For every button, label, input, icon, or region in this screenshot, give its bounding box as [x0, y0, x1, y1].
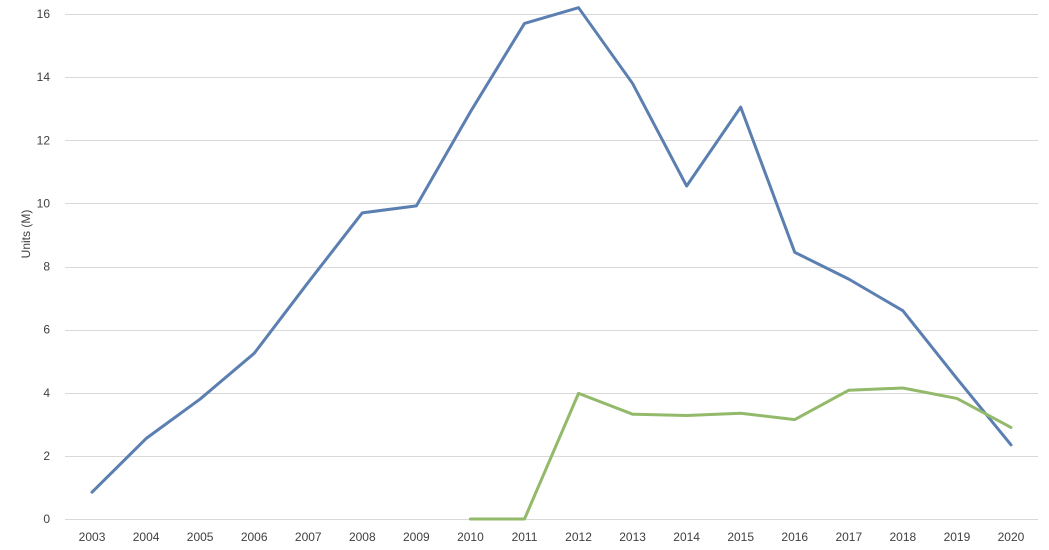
- x-tick-label: 2013: [619, 530, 646, 544]
- y-tick-label: 16: [37, 7, 51, 21]
- x-tick-label: 2015: [727, 530, 754, 544]
- x-tick-label: 2008: [349, 530, 376, 544]
- x-tick-label: 2020: [998, 530, 1025, 544]
- x-tick-label: 2007: [295, 530, 322, 544]
- x-tick-label: 2018: [890, 530, 917, 544]
- y-tick-label: 12: [37, 133, 51, 147]
- x-axis: 2003 2004 2005 2006 2007 2008 2009 2010 2011 2012…: [79, 530, 1025, 544]
- x-tick-label: 2019: [944, 530, 971, 544]
- y-tick-label: 8: [43, 260, 50, 274]
- x-tick-label: 2009: [403, 530, 430, 544]
- y-axis-title: Units (M): [19, 210, 33, 259]
- x-tick-label: 2014: [673, 530, 700, 544]
- x-tick-label: 2016: [781, 530, 808, 544]
- x-tick-label: 2010: [457, 530, 484, 544]
- x-tick-label: 2004: [133, 530, 160, 544]
- y-tick-label: 4: [43, 386, 50, 400]
- y-tick-label: 6: [43, 323, 50, 337]
- x-tick-label: 2003: [79, 530, 106, 544]
- x-tick-label: 2017: [835, 530, 862, 544]
- y-tick-label: 2: [43, 449, 50, 463]
- y-tick-label: 10: [37, 196, 51, 210]
- series-line-2: [468, 386, 1013, 521]
- series-line-1: [90, 6, 1013, 494]
- y-tick-label: 0: [43, 512, 50, 526]
- series-lines: [90, 6, 1013, 521]
- x-tick-label: 2006: [241, 530, 268, 544]
- x-tick-label: 2012: [565, 530, 592, 544]
- y-axis: 0 2 4 6 8 10 12 14 16: [37, 7, 51, 526]
- x-tick-label: 2011: [512, 530, 538, 544]
- y-tick-label: 14: [37, 70, 51, 84]
- gridlines: [65, 14, 1038, 520]
- x-tick-label: 2005: [187, 530, 214, 544]
